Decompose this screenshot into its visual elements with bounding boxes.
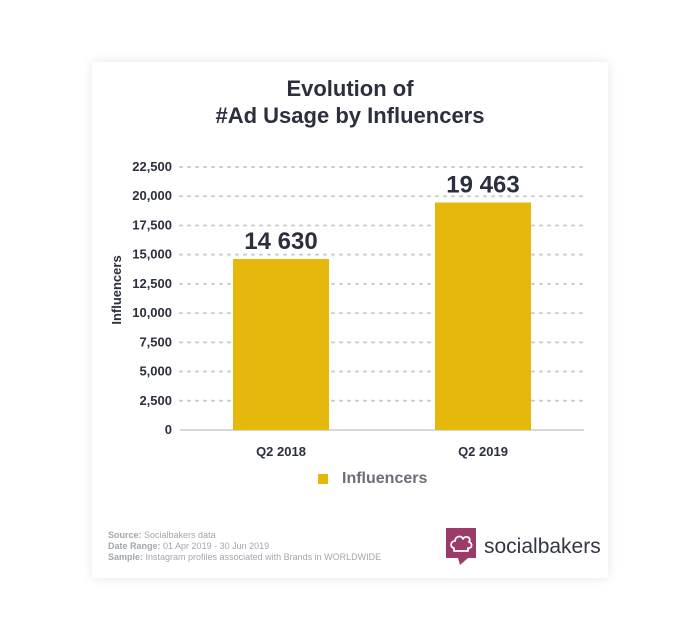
source-value: Socialbakers data bbox=[144, 530, 216, 540]
chart-title-line1: Evolution of bbox=[286, 76, 414, 101]
y-tick-label: 22,500 bbox=[132, 159, 172, 174]
chart-title-line2: #Ad Usage by Influencers bbox=[215, 103, 485, 128]
data-label: 19 463 bbox=[446, 171, 519, 198]
bar bbox=[435, 202, 531, 430]
data-labels: 14 630 19 463 bbox=[244, 171, 519, 254]
y-axis-label: Influencers bbox=[109, 255, 124, 324]
y-tick-label: 20,000 bbox=[132, 188, 172, 203]
sample-line: Sample: Instagram profiles associated wi… bbox=[108, 552, 381, 563]
legend-swatch bbox=[318, 474, 328, 484]
brand-name: socialbakers bbox=[484, 535, 601, 558]
y-tick-label: 5,000 bbox=[139, 364, 172, 379]
date-range-label: Date Range: bbox=[108, 541, 161, 551]
y-tick-label: 15,000 bbox=[132, 247, 172, 262]
brand-logo: socialbakers bbox=[446, 528, 601, 566]
y-tick-label: 0 bbox=[165, 422, 172, 437]
chef-hat-speech-bubble-icon bbox=[446, 528, 476, 565]
y-tick-label: 7,500 bbox=[139, 334, 172, 349]
date-range-line: Date Range: 01 Apr 2019 - 30 Jun 2019 bbox=[108, 541, 381, 552]
sample-label: Sample: bbox=[108, 552, 144, 562]
legend: Influencers bbox=[318, 470, 427, 488]
chart-title: Evolution of #Ad Usage by Influencers bbox=[92, 75, 608, 129]
y-tick-label: 12,500 bbox=[132, 276, 172, 291]
y-tick-label: 10,000 bbox=[132, 305, 172, 320]
legend-label: Influencers bbox=[342, 470, 428, 487]
y-tick-label: 2,500 bbox=[139, 393, 172, 408]
source-line: Source: Socialbakers data bbox=[108, 530, 381, 541]
bars bbox=[233, 202, 531, 430]
date-range-value: 01 Apr 2019 - 30 Jun 2019 bbox=[163, 541, 270, 551]
x-tick-label: Q2 2019 bbox=[458, 444, 508, 459]
bar bbox=[233, 258, 329, 430]
sample-value: Instagram profiles associated with Brand… bbox=[145, 552, 382, 562]
data-label: 14 630 bbox=[244, 228, 317, 255]
x-axis: Q2 2018 Q2 2019 bbox=[256, 444, 508, 459]
x-tick-label: Q2 2018 bbox=[256, 444, 306, 459]
source-label: Source: bbox=[108, 530, 142, 540]
y-tick-label: 17,500 bbox=[132, 217, 172, 232]
footer-notes: Source: Socialbakers data Date Range: 01… bbox=[108, 530, 381, 563]
